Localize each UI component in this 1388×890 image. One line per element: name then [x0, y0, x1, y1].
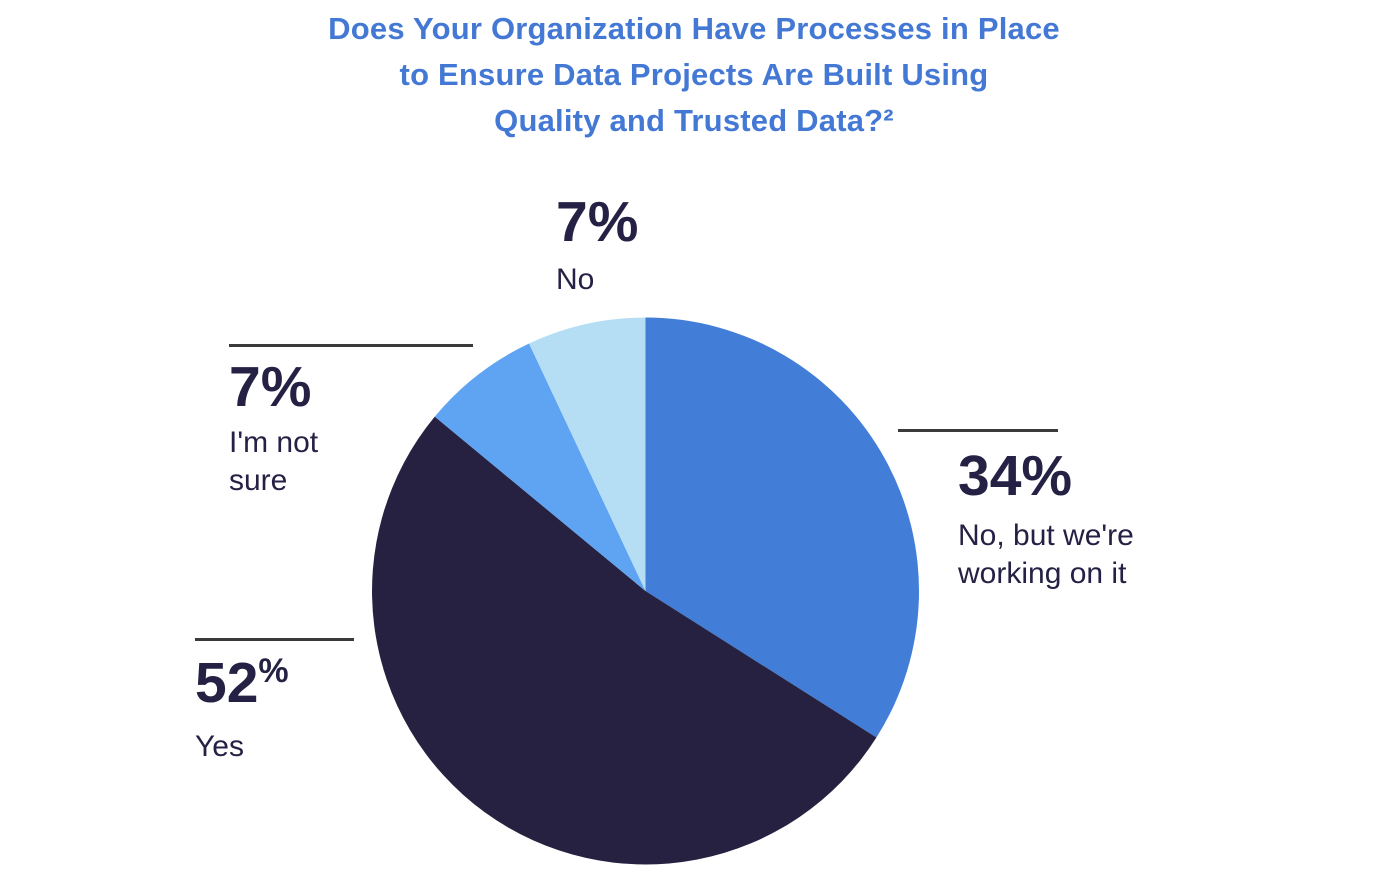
pie-slice-yes	[372, 416, 877, 865]
callout-working-on-it-label: No, but we're working on it	[958, 518, 1134, 590]
pie-slice-no-but-we-re-working-on-it	[645, 317, 919, 738]
callout-yes-value: 52%	[195, 651, 354, 712]
callout-no-value: 7%	[556, 190, 639, 254]
callout-yes-percent-sign: %	[258, 651, 289, 690]
callout-working-on-it: 34% No, but we're working on it	[898, 429, 1163, 593]
chart-title-line-3: Quality and Trusted Data?²	[494, 103, 894, 138]
callout-working-on-it-line	[898, 429, 1058, 432]
callout-not-sure: 7% I'm not sure	[229, 344, 473, 500]
chart-title-line-1: Does Your Organization Have Processes in…	[328, 11, 1060, 46]
callout-not-sure-value: 7%	[229, 354, 312, 419]
pie-slice-i-m-not-sure	[434, 343, 646, 591]
callout-working-on-it-body: 34% No, but we're working on it	[958, 443, 1163, 593]
callout-yes: 52% Yes	[195, 638, 354, 766]
callout-no: 7% No	[556, 194, 638, 299]
pie-slice-no	[529, 317, 646, 591]
callout-not-sure-label: I'm not sure	[229, 425, 319, 497]
callout-yes-line	[195, 638, 354, 641]
chart-title-line-2: to Ensure Data Projects Are Built Using	[399, 57, 989, 92]
callout-yes-number: 52	[195, 650, 259, 715]
callout-not-sure-line	[229, 344, 473, 347]
callout-no-label: No	[556, 263, 595, 296]
callout-working-on-it-value: 34%	[958, 443, 1073, 508]
callout-yes-label: Yes	[195, 729, 244, 763]
chart-title: Does Your Organization Have Processes in…	[0, 6, 1388, 144]
